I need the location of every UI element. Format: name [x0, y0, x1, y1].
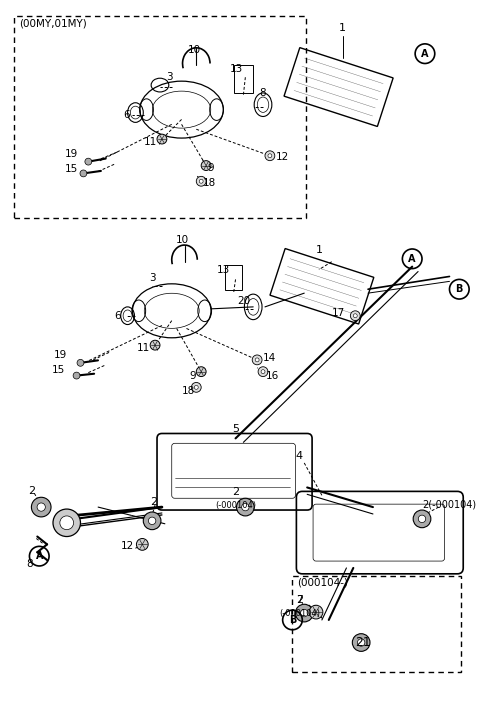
Circle shape: [148, 517, 156, 525]
Text: B: B: [289, 615, 296, 625]
Text: A: A: [408, 254, 416, 264]
Circle shape: [237, 498, 254, 516]
Circle shape: [241, 503, 249, 510]
Circle shape: [37, 503, 45, 511]
Text: 3: 3: [167, 72, 173, 82]
Bar: [234, 66, 253, 93]
Circle shape: [199, 180, 203, 183]
Text: A: A: [36, 551, 43, 561]
Text: 11: 11: [144, 137, 157, 147]
Text: 15: 15: [65, 163, 78, 173]
Circle shape: [261, 370, 265, 373]
Circle shape: [268, 154, 272, 158]
Bar: [292, 575, 461, 672]
Text: (00MY,01MY): (00MY,01MY): [19, 18, 86, 28]
Text: 2(-000104): 2(-000104): [422, 499, 477, 509]
Text: 8: 8: [260, 88, 266, 98]
Text: 6: 6: [114, 310, 121, 321]
Text: 4: 4: [296, 451, 303, 461]
Circle shape: [77, 359, 84, 366]
Circle shape: [258, 367, 268, 377]
Text: 2: 2: [151, 497, 157, 507]
Circle shape: [350, 311, 360, 320]
Text: 6: 6: [123, 110, 130, 119]
Text: 5: 5: [232, 423, 239, 433]
Text: 10: 10: [188, 45, 201, 54]
Circle shape: [31, 497, 51, 517]
Circle shape: [192, 382, 201, 392]
Text: 12: 12: [276, 152, 289, 162]
Circle shape: [201, 160, 211, 170]
Text: 10: 10: [176, 235, 189, 245]
Text: (-000104): (-000104): [215, 501, 256, 510]
Circle shape: [80, 170, 87, 177]
Text: 9: 9: [189, 370, 196, 380]
Circle shape: [353, 314, 357, 317]
Text: (-000104): (-000104): [279, 609, 320, 618]
Text: 2: 2: [296, 595, 303, 605]
Circle shape: [60, 516, 73, 530]
Circle shape: [194, 385, 198, 390]
Bar: [14, 16, 306, 218]
Circle shape: [157, 134, 167, 144]
Circle shape: [413, 510, 431, 527]
Circle shape: [265, 151, 275, 160]
Circle shape: [300, 609, 308, 617]
Circle shape: [309, 605, 323, 619]
Text: 11: 11: [137, 343, 150, 353]
Text: 14: 14: [263, 353, 276, 363]
Text: (000104-): (000104-): [298, 578, 348, 588]
Circle shape: [196, 176, 206, 186]
Circle shape: [85, 158, 92, 165]
Text: 8: 8: [26, 559, 33, 569]
Text: 13: 13: [217, 264, 230, 274]
Circle shape: [252, 355, 262, 365]
Text: 18: 18: [182, 386, 195, 397]
Text: 3: 3: [149, 274, 156, 284]
Circle shape: [73, 372, 80, 379]
Text: B: B: [456, 284, 463, 294]
Bar: [225, 264, 242, 290]
Text: 16: 16: [266, 370, 279, 380]
Circle shape: [53, 509, 81, 537]
Text: 20: 20: [237, 296, 250, 306]
Text: 21: 21: [355, 636, 371, 649]
Circle shape: [358, 639, 365, 646]
Text: 9: 9: [208, 163, 214, 173]
Text: 1: 1: [315, 245, 323, 255]
Circle shape: [196, 367, 206, 377]
Text: 13: 13: [230, 64, 243, 74]
Text: 7: 7: [296, 595, 302, 605]
Text: 2: 2: [28, 486, 35, 496]
Text: A: A: [421, 49, 429, 59]
Text: 17: 17: [332, 308, 345, 317]
Circle shape: [136, 539, 148, 550]
Text: 2: 2: [232, 487, 239, 497]
Text: 19: 19: [65, 148, 78, 159]
Circle shape: [150, 340, 160, 350]
Circle shape: [295, 604, 313, 622]
Text: 12: 12: [121, 542, 134, 551]
Text: 15: 15: [52, 365, 65, 375]
Circle shape: [352, 633, 370, 651]
Text: 18: 18: [203, 178, 216, 188]
Text: 19: 19: [54, 350, 68, 360]
Circle shape: [255, 358, 259, 362]
Circle shape: [418, 515, 426, 522]
Circle shape: [144, 512, 161, 530]
Text: 1: 1: [339, 23, 346, 33]
